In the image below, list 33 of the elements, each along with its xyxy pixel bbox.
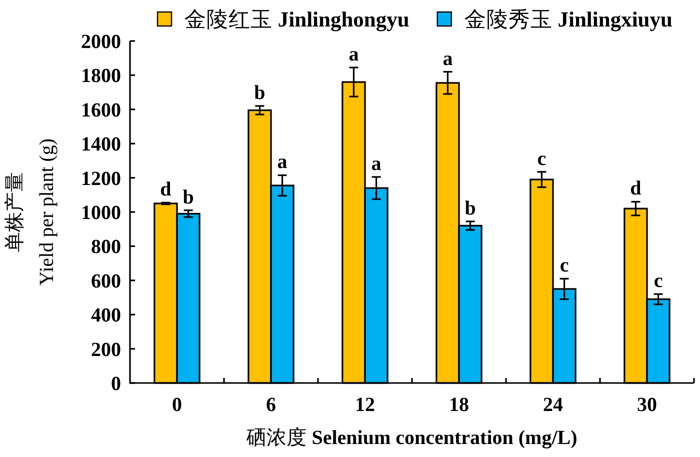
data-label: b: [464, 197, 476, 220]
y-tick-label: 800: [91, 236, 121, 258]
x-tick-label: 6: [266, 394, 276, 416]
y-tick-label: 1600: [81, 99, 121, 122]
y-tick-label: 1000: [81, 202, 121, 224]
data-label: c: [654, 270, 663, 292]
data-label: a: [348, 44, 359, 66]
legend-label: 金陵红玉 Jinlinghongyu: [184, 8, 410, 32]
y-tick-label: 600: [91, 270, 121, 292]
y-tick-label: 1400: [81, 134, 121, 156]
data-label: b: [182, 186, 194, 208]
x-tick-label: 30: [637, 394, 657, 416]
data-label: a: [277, 151, 288, 174]
y-tick-label: 0: [111, 373, 121, 395]
data-label: a: [371, 152, 382, 175]
data-label: d: [630, 178, 642, 200]
x-tick-label: 24: [543, 394, 563, 416]
x-tick-label: 12: [355, 394, 375, 416]
data-label: c: [560, 254, 569, 277]
data-label: b: [254, 82, 266, 104]
y-axis-title: 单株产量 Yield per plant (g): [4, 138, 58, 286]
y-tick-label: 1800: [81, 65, 121, 88]
y-tick-label: 400: [91, 304, 121, 327]
x-tick-label: 0: [172, 394, 182, 416]
legend-label: 金陵秀玉 Jinlingxiuyu: [464, 8, 673, 32]
y-tick-label: 200: [91, 338, 121, 361]
data-label: a: [442, 48, 453, 70]
x-axis-title: 硒浓度 Selenium concentration (mg/L): [246, 427, 578, 449]
data-label: c: [537, 148, 546, 170]
y-tick-label: 1200: [81, 168, 121, 190]
x-tick-label: 18: [449, 394, 469, 416]
y-tick-label: 2000: [81, 31, 121, 53]
data-label: d: [160, 178, 172, 201]
